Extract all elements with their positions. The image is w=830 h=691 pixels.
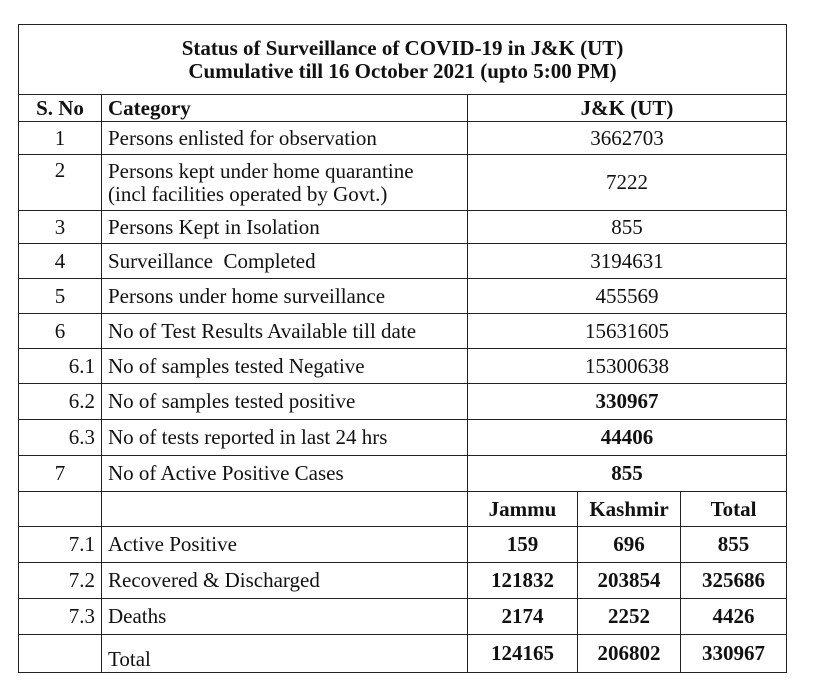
row-value: 3194631 (466, 243, 788, 279)
header-total: Total (679, 491, 788, 527)
row-sno: 7 (18, 455, 102, 492)
total-jammu: 124165 (467, 634, 578, 673)
row-sno: 7.1 (18, 526, 102, 563)
row-value: 15631605 (466, 313, 788, 349)
row-value: 3662703 (466, 121, 788, 155)
row-category: No of samples tested Negative (101, 348, 468, 384)
row-value: 855 (466, 210, 788, 244)
row-category: Persons Kept in Isolation (101, 210, 468, 244)
row-jammu: 2174 (467, 598, 578, 635)
row-category: No of samples tested positive (101, 383, 468, 420)
row-sno: 3 (18, 210, 102, 244)
table-row: 5 Persons under home surveillance 455569 (18, 278, 788, 314)
row-value: 455569 (466, 278, 788, 314)
header-jammu: Jammu (467, 491, 578, 527)
row-category-line-2: (incl facilities operated by Govt.) (108, 181, 388, 206)
row-category: Recovered & Discharged (101, 562, 468, 599)
table-row: 2 Persons kept under home quarantine (in… (18, 154, 788, 211)
table-row: 7.3 Deaths 2174 2252 4426 (18, 598, 788, 635)
surveillance-table: Status of Surveillance of COVID-19 in J&… (17, 24, 788, 673)
row-kashmir: 696 (577, 526, 681, 563)
total-total: 330967 (679, 634, 788, 673)
row-category: Deaths (101, 598, 468, 635)
table-row: 1 Persons enlisted for observation 36627… (18, 121, 788, 155)
row-value: 330967 (466, 383, 788, 420)
title-line-1: Status of Surveillance of COVID-19 in J&… (181, 36, 624, 61)
row-category: Persons kept under home quarantine (incl… (101, 154, 468, 211)
row-sno: 2 (18, 154, 102, 211)
row-category: Active Positive (101, 526, 468, 563)
table-row: 6.3 No of tests reported in last 24 hrs … (18, 419, 788, 456)
table-row: 6 No of Test Results Available till date… (18, 313, 788, 349)
row-sno: 6 (18, 313, 102, 349)
title-line-2: Cumulative till 16 October 2021 (upto 5:… (188, 58, 617, 83)
split-header-blank-sno (18, 491, 102, 527)
row-category: Surveillance Completed (101, 243, 468, 279)
header-kashmir: Kashmir (577, 491, 681, 527)
row-sno: 7.2 (18, 562, 102, 599)
surveillance-status-document: Status of Surveillance of COVID-19 in J&… (17, 24, 788, 673)
row-category-line-1: Persons kept under home quarantine (108, 159, 414, 184)
row-category: No of Test Results Available till date (101, 313, 468, 349)
total-row: Total 124165 206802 330967 (18, 634, 788, 673)
total-label: Total (101, 634, 468, 673)
row-sno: 7.3 (18, 598, 102, 635)
row-value: 855 (466, 455, 788, 492)
row-category: Persons under home surveillance (101, 278, 468, 314)
split-header-blank-category (101, 491, 468, 527)
row-kashmir: 2252 (577, 598, 681, 635)
table-row: 6.2 No of samples tested positive 330967 (18, 383, 788, 420)
table-row: 7.2 Recovered & Discharged 121832 203854… (18, 562, 788, 599)
row-sno: 4 (18, 243, 102, 279)
table-row: 6.1 No of samples tested Negative 153006… (18, 348, 788, 384)
row-total: 855 (679, 526, 788, 563)
table-row: 3 Persons Kept in Isolation 855 (18, 210, 788, 244)
split-header-row: Jammu Kashmir Total (18, 491, 788, 527)
row-sno: 5 (18, 278, 102, 314)
header-category: Category (101, 94, 468, 122)
row-kashmir: 203854 (577, 562, 681, 599)
row-total: 325686 (679, 562, 788, 599)
row-category: No of tests reported in last 24 hrs (101, 419, 468, 456)
row-sno: 6.3 (18, 419, 102, 456)
table-row: 7 No of Active Positive Cases 855 (18, 455, 788, 492)
row-category: No of Active Positive Cases (101, 455, 468, 492)
row-jammu: 159 (467, 526, 578, 563)
table-title: Status of Surveillance of COVID-19 in J&… (17, 24, 788, 95)
header-sno: S. No (18, 94, 102, 122)
row-sno: 6.1 (18, 348, 102, 384)
row-total: 4426 (679, 598, 788, 635)
header-row: S. No Category J&K (UT) (18, 94, 788, 122)
title-row: Status of Surveillance of COVID-19 in J&… (17, 24, 788, 95)
row-jammu: 121832 (467, 562, 578, 599)
row-value: 44406 (466, 419, 788, 456)
header-value: J&K (UT) (466, 94, 788, 122)
table-row: 7.1 Active Positive 159 696 855 (18, 526, 788, 563)
total-kashmir: 206802 (577, 634, 681, 673)
row-sno: 1 (18, 121, 102, 155)
row-value: 15300638 (466, 348, 788, 384)
row-category: Persons enlisted for observation (101, 121, 468, 155)
row-sno: 6.2 (18, 383, 102, 420)
table-row: 4 Surveillance Completed 3194631 (18, 243, 788, 279)
row-value: 7222 (466, 154, 788, 211)
total-row-blank-sno (18, 634, 102, 673)
